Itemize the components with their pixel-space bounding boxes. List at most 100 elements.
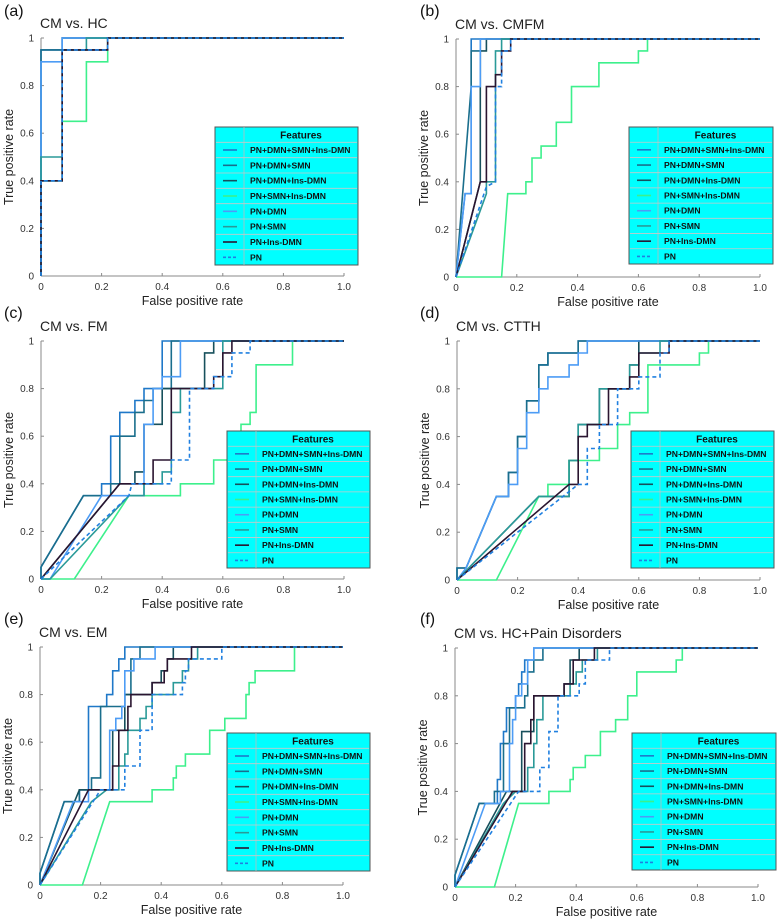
legend-entry-label: PN+Ins-DMN (666, 540, 718, 550)
y-tick-label: 0.6 (20, 432, 34, 443)
x-tick-label: 0.8 (692, 586, 706, 597)
legend-entry-label: PN+DMN (250, 206, 287, 216)
y-axis-label: True positive rate (416, 719, 430, 815)
y-tick-label: 0.8 (436, 384, 450, 395)
panel-title: CM vs. EM (39, 624, 107, 640)
legend: Features PN+DMN+SMN+Ins-DMN PN+DMN+SMN PN+D… (226, 430, 371, 569)
y-tick-label: 0 (443, 273, 449, 284)
x-axis-label: False positive rate (557, 295, 658, 309)
y-tick-label: 0.8 (434, 691, 448, 702)
x-tick-label: 0.2 (510, 283, 524, 294)
legend-entry-label: PN+DMN+SMN+Ins-DMN (667, 751, 768, 761)
legend-entry-label: PN+DMN+SMN+Ins-DMN (250, 145, 351, 155)
legend-entry-label: PN+DMN (262, 812, 299, 822)
legend-entry-label: PN+DMN+Ins-DMN (667, 781, 743, 791)
x-tick-label: 0 (452, 893, 458, 904)
y-tick-label: 0 (442, 883, 448, 894)
x-axis-label: False positive rate (142, 294, 243, 308)
y-axis-label: True positive rate (417, 110, 431, 206)
legend-entry-label: PN (666, 555, 678, 565)
panel-title: CM vs. FM (40, 318, 108, 334)
legend: Features PN+DMN+SMN+Ins-DMN PN+DMN+SMN PN+D… (631, 732, 777, 871)
legend-entry-label: PN (262, 555, 274, 565)
y-tick-label: 0.4 (435, 177, 449, 188)
legend-entry-label: PN+DMN+SMN (262, 464, 323, 474)
x-tick-label: 0.6 (631, 283, 645, 294)
x-tick-label: 0.2 (94, 891, 108, 902)
x-tick-label: 0.6 (216, 282, 230, 293)
legend-entry-label: PN+DMN+Ins-DMN (666, 479, 742, 489)
roc-panel-f: (f) CM vs. HC+Pain Disorders 0 0.2 0.4 0.6 0.8… (416, 611, 777, 919)
x-tick-label: 0.4 (154, 891, 168, 902)
x-tick-label: 1.0 (751, 893, 765, 904)
legend-entry-label: PN (667, 857, 679, 867)
legend-entry-label: PN+DMN+SMN (667, 766, 728, 776)
x-tick-label: 0.4 (155, 585, 169, 596)
y-tick-label: 0 (444, 576, 450, 587)
y-axis-label: True positive rate (418, 412, 432, 508)
roc-curve-pn (40, 37, 344, 276)
roc-panel-a: (a) CM vs. HC 0 0.2 0.4 0.6 0.8 1.0 0 0.2 0.4 0.6 0.… (2, 3, 359, 308)
legend-entry-label: PN+SMN (262, 525, 298, 535)
legend-entry-label: PN+DMN+SMN (664, 160, 725, 170)
roc-panel-d: (d) CM vs. CTTH 0 0.2 0.4 0.6 0.8 1.0 0 0.2 0.4 0.6… (418, 305, 775, 612)
y-tick-label: 0.6 (19, 738, 33, 749)
legend-entry-label: PN+Ins-DMN (262, 540, 314, 550)
y-axis-label: True positive rate (1, 718, 15, 814)
legend-title: Features (292, 737, 334, 748)
x-tick-label: 0 (37, 891, 43, 902)
legend-entry-label: PN+DMN+SMN (666, 464, 727, 474)
roc-curve-pn-smn (39, 646, 343, 886)
x-axis-label: False positive rate (558, 598, 659, 612)
legend-entry-label: PN+DMN+SMN+Ins-DMN (664, 145, 765, 155)
legend-entry-label: PN+DMN+Ins-DMN (250, 176, 326, 186)
y-tick-label: 0.8 (19, 690, 33, 701)
roc-curve-pn (454, 647, 758, 888)
legend-title: Features (292, 434, 334, 445)
roc-curve-pn-smn (41, 340, 344, 580)
panel-title: CM vs. HC (40, 15, 108, 31)
y-tick-label: 0.2 (19, 833, 33, 844)
legend-entry-label: PN (262, 858, 274, 868)
y-axis-label: True positive rate (2, 109, 16, 205)
x-tick-label: 0.4 (155, 282, 169, 293)
x-tick-label: 0.2 (509, 893, 523, 904)
x-tick-label: 0.8 (276, 585, 290, 596)
roc-curve-pn (456, 340, 760, 581)
roc-curve-pn-smn-ins-dmn (455, 647, 758, 888)
x-tick-label: 0 (38, 585, 44, 596)
panel-label: (a) (4, 3, 24, 20)
y-tick-label: 0.4 (436, 480, 450, 491)
y-tick-label: 0.2 (436, 528, 450, 539)
legend-entry-label: PN+DMN+SMN+Ins-DMN (666, 449, 767, 459)
y-tick-label: 0.4 (434, 787, 448, 798)
legend-box (226, 732, 371, 872)
x-tick-label: 1.0 (337, 282, 351, 293)
panel-label: (f) (420, 611, 435, 628)
legend-title: Features (280, 131, 322, 142)
legend-entry-label: PN+DMN+Ins-DMN (262, 782, 338, 792)
roc-curve-pn-smn-ins-dmn (456, 38, 760, 278)
x-tick-label: 1.0 (337, 585, 351, 596)
x-axis-label: False positive rate (556, 905, 657, 919)
y-tick-label: 0.8 (20, 81, 34, 92)
legend-entry-label: PN+SMN+Ins-DMN (262, 797, 338, 807)
legend-entry-label: PN+DMN (667, 812, 704, 822)
legend-entry-label: PN+SMN+Ins-DMN (666, 495, 742, 505)
legend: Features PN+DMN+SMN+Ins-DMN PN+DMN+SMN PN+D… (214, 126, 359, 266)
roc-curve-pn-dmn (39, 646, 343, 886)
x-tick-label: 0.4 (569, 893, 583, 904)
x-tick-label: 0.2 (511, 586, 525, 597)
panel-label: (e) (4, 611, 24, 628)
roc-curve-pn-ins-dmn (39, 646, 343, 886)
y-tick-label: 1 (442, 644, 448, 655)
legend-box (214, 126, 359, 266)
y-tick-label: 0.4 (19, 785, 33, 796)
roc-curve-pn-dmn (454, 647, 758, 888)
roc-curve-pn-ins-dmn (454, 647, 758, 888)
roc-curve-pn-ins-dmn (456, 340, 760, 581)
x-tick-label: 0.4 (571, 283, 585, 294)
legend-entry-label: PN+DMN+SMN (262, 766, 323, 776)
legend-entry-label: PN+DMN+Ins-DMN (664, 175, 740, 185)
